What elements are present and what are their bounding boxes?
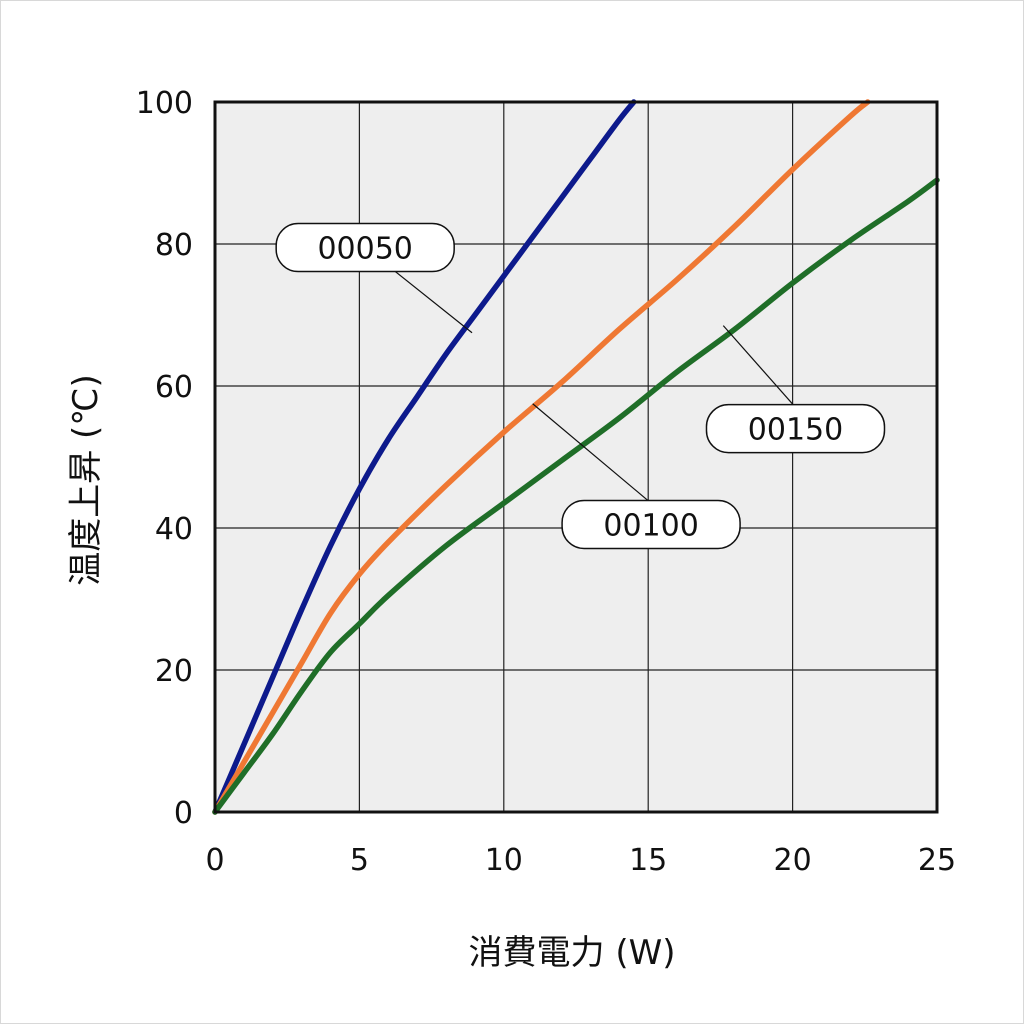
callout-leader-00150 xyxy=(722,325,796,408)
callout-label-00050: 00050 xyxy=(317,232,412,267)
x-axis-label: 消費電力 (W) xyxy=(469,933,676,973)
callout-label-00150: 00150 xyxy=(748,413,843,448)
plot-area xyxy=(215,102,937,812)
y-tick-label: 20 xyxy=(155,654,193,689)
x-tick-label: 5 xyxy=(350,843,369,878)
x-tick-label: 25 xyxy=(918,843,956,878)
x-tick-labels: 0 5 10 15 20 25 xyxy=(205,843,956,878)
series-line-00150 xyxy=(212,177,940,815)
callout-label-00100: 00100 xyxy=(603,508,698,543)
callout-box-00100 xyxy=(561,499,741,550)
callout-leader-00100 xyxy=(532,403,652,504)
callout-box-00150 xyxy=(705,403,886,454)
y-tick-label: 60 xyxy=(155,370,193,405)
y-tick-label: 40 xyxy=(155,512,193,547)
x-tick-label: 0 xyxy=(205,843,224,878)
y-axis-label: 温度上昇 (℃) xyxy=(66,374,106,586)
series-line-00050 xyxy=(212,99,637,815)
callout-box-00050 xyxy=(275,222,455,273)
y-tick-label: 100 xyxy=(136,86,193,121)
x-tick-label: 20 xyxy=(774,843,812,878)
x-tick-label: 15 xyxy=(629,843,667,878)
series-layer xyxy=(212,99,940,815)
y-tick-label: 80 xyxy=(155,228,193,263)
x-tick-label: 10 xyxy=(485,843,523,878)
y-tick-labels: 0 20 40 60 80 100 xyxy=(136,86,193,831)
y-tick-label: 0 xyxy=(174,796,193,831)
plot-border xyxy=(213,100,939,814)
series-line-00100 xyxy=(212,99,871,815)
callout-layer: 00050 00100 00150 xyxy=(275,222,886,550)
